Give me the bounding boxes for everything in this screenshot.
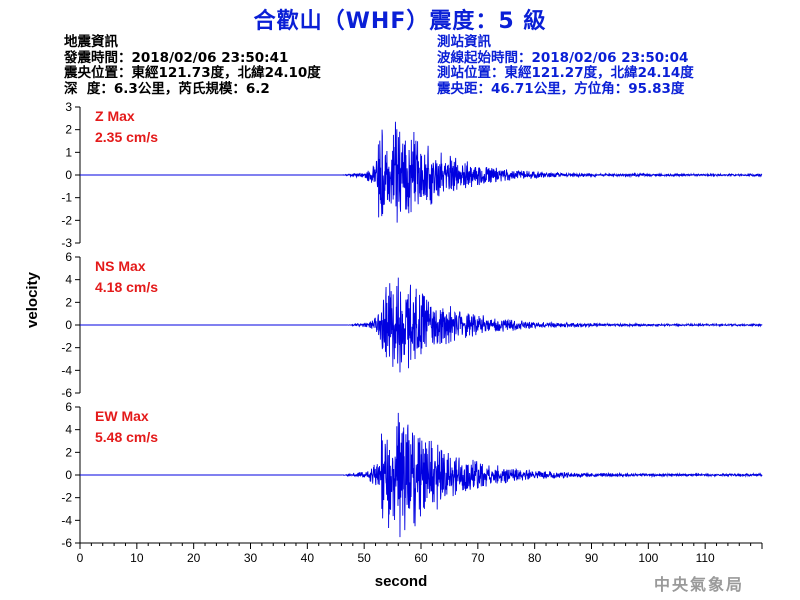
x-tick-label: 20 bbox=[187, 551, 201, 565]
panel-label-name: Z Max bbox=[95, 108, 135, 124]
y-tick-label: 2 bbox=[65, 295, 72, 309]
y-tick-label: -3 bbox=[61, 236, 72, 250]
x-tick-label: 100 bbox=[638, 551, 658, 565]
x-tick-label: 10 bbox=[130, 551, 144, 565]
wave-start-time: 波線起始時間：2018/02/06 23:50:04 bbox=[437, 49, 689, 66]
x-tick-label: 0 bbox=[77, 551, 84, 565]
y-tick-label: 1 bbox=[65, 145, 72, 159]
y-tick-label: 4 bbox=[65, 423, 72, 437]
panel-label-max: 5.48 cm/s bbox=[95, 429, 158, 445]
x-tick-label: 70 bbox=[471, 551, 485, 565]
y-tick-label: 2 bbox=[65, 445, 72, 459]
x-axis: 0 10 20 30 40 50 60 70 80 90 100 110 bbox=[77, 542, 763, 565]
y-tick-label: 2 bbox=[65, 123, 72, 137]
waveform-trace-z bbox=[80, 121, 763, 223]
y-tick-label: -2 bbox=[61, 341, 72, 355]
epicentral-distance: 震央距：46.71公里，方位角：95.83度 bbox=[437, 80, 685, 97]
x-tick-label: 110 bbox=[696, 551, 715, 565]
y-tick-label: 0 bbox=[65, 168, 72, 182]
waveform-trace-ew bbox=[80, 412, 763, 538]
chart-title: 合歡山（WHF）震度：5 級 bbox=[253, 9, 547, 34]
y-tick-label: 6 bbox=[65, 400, 72, 414]
station-location: 測站位置：東經121.27度，北緯24.14度 bbox=[437, 65, 694, 81]
x-axis-title: second bbox=[375, 573, 428, 590]
panel-ew: 6 4 2 0 -2 -4 -6 EW Max 5.48 cm/s bbox=[61, 400, 763, 550]
panel-label-name: NS Max bbox=[95, 258, 146, 274]
x-tick-label: 90 bbox=[585, 551, 599, 565]
y-tick-label: 0 bbox=[65, 318, 72, 332]
event-info-block: 地震資訊 發震時間：2018/02/06 23:50:41 震央位置：東經121… bbox=[64, 34, 321, 97]
station-info-heading: 測站資訊 bbox=[437, 34, 491, 50]
agency-logo: 中央氣象局 bbox=[654, 575, 745, 594]
origin-time: 發震時間：2018/02/06 23:50:41 bbox=[64, 49, 289, 66]
y-tick-label: -1 bbox=[61, 191, 72, 205]
y-tick-label: -6 bbox=[61, 536, 72, 550]
panel-label-max: 4.18 cm/s bbox=[95, 279, 158, 295]
epicenter-location: 震央位置：東經121.73度，北緯24.10度 bbox=[64, 65, 321, 81]
y-tick-label: 6 bbox=[65, 250, 72, 264]
panel-label-name: EW Max bbox=[95, 408, 149, 424]
x-tick-label: 80 bbox=[528, 551, 542, 565]
y-tick-label: -4 bbox=[61, 513, 72, 527]
y-tick-label: -2 bbox=[61, 213, 72, 227]
panels-group: 3 2 1 0 -1 -2 -3 Z Max 2.35 cm/s 6 4 2 0 -2 -4 -6 NS Max… bbox=[61, 100, 763, 550]
y-tick-label: 3 bbox=[65, 100, 72, 114]
y-axis-title: velocity bbox=[24, 271, 41, 328]
y-tick-label: -4 bbox=[61, 363, 72, 377]
depth-magnitude: 深 度：6.3公里，芮氏規模：6.2 bbox=[64, 80, 270, 97]
panel-ns: 6 4 2 0 -2 -4 -6 NS Max 4.18 cm/s bbox=[61, 250, 763, 400]
y-tick-label: 4 bbox=[65, 273, 72, 287]
event-info-heading: 地震資訊 bbox=[64, 34, 118, 50]
station-info-block: 測站資訊 波線起始時間：2018/02/06 23:50:04 測站位置：東經1… bbox=[437, 34, 694, 97]
y-tick-label: 0 bbox=[65, 468, 72, 482]
panel-label-max: 2.35 cm/s bbox=[95, 129, 158, 145]
x-tick-label: 50 bbox=[357, 551, 371, 565]
y-tick-label: -6 bbox=[61, 386, 72, 400]
y-tick-label: -2 bbox=[61, 491, 72, 505]
x-tick-label: 40 bbox=[301, 551, 315, 565]
panel-z: 3 2 1 0 -1 -2 -3 Z Max 2.35 cm/s bbox=[61, 100, 763, 250]
x-tick-label: 60 bbox=[414, 551, 428, 565]
x-tick-label: 30 bbox=[244, 551, 258, 565]
waveform-trace-ns bbox=[80, 277, 763, 373]
